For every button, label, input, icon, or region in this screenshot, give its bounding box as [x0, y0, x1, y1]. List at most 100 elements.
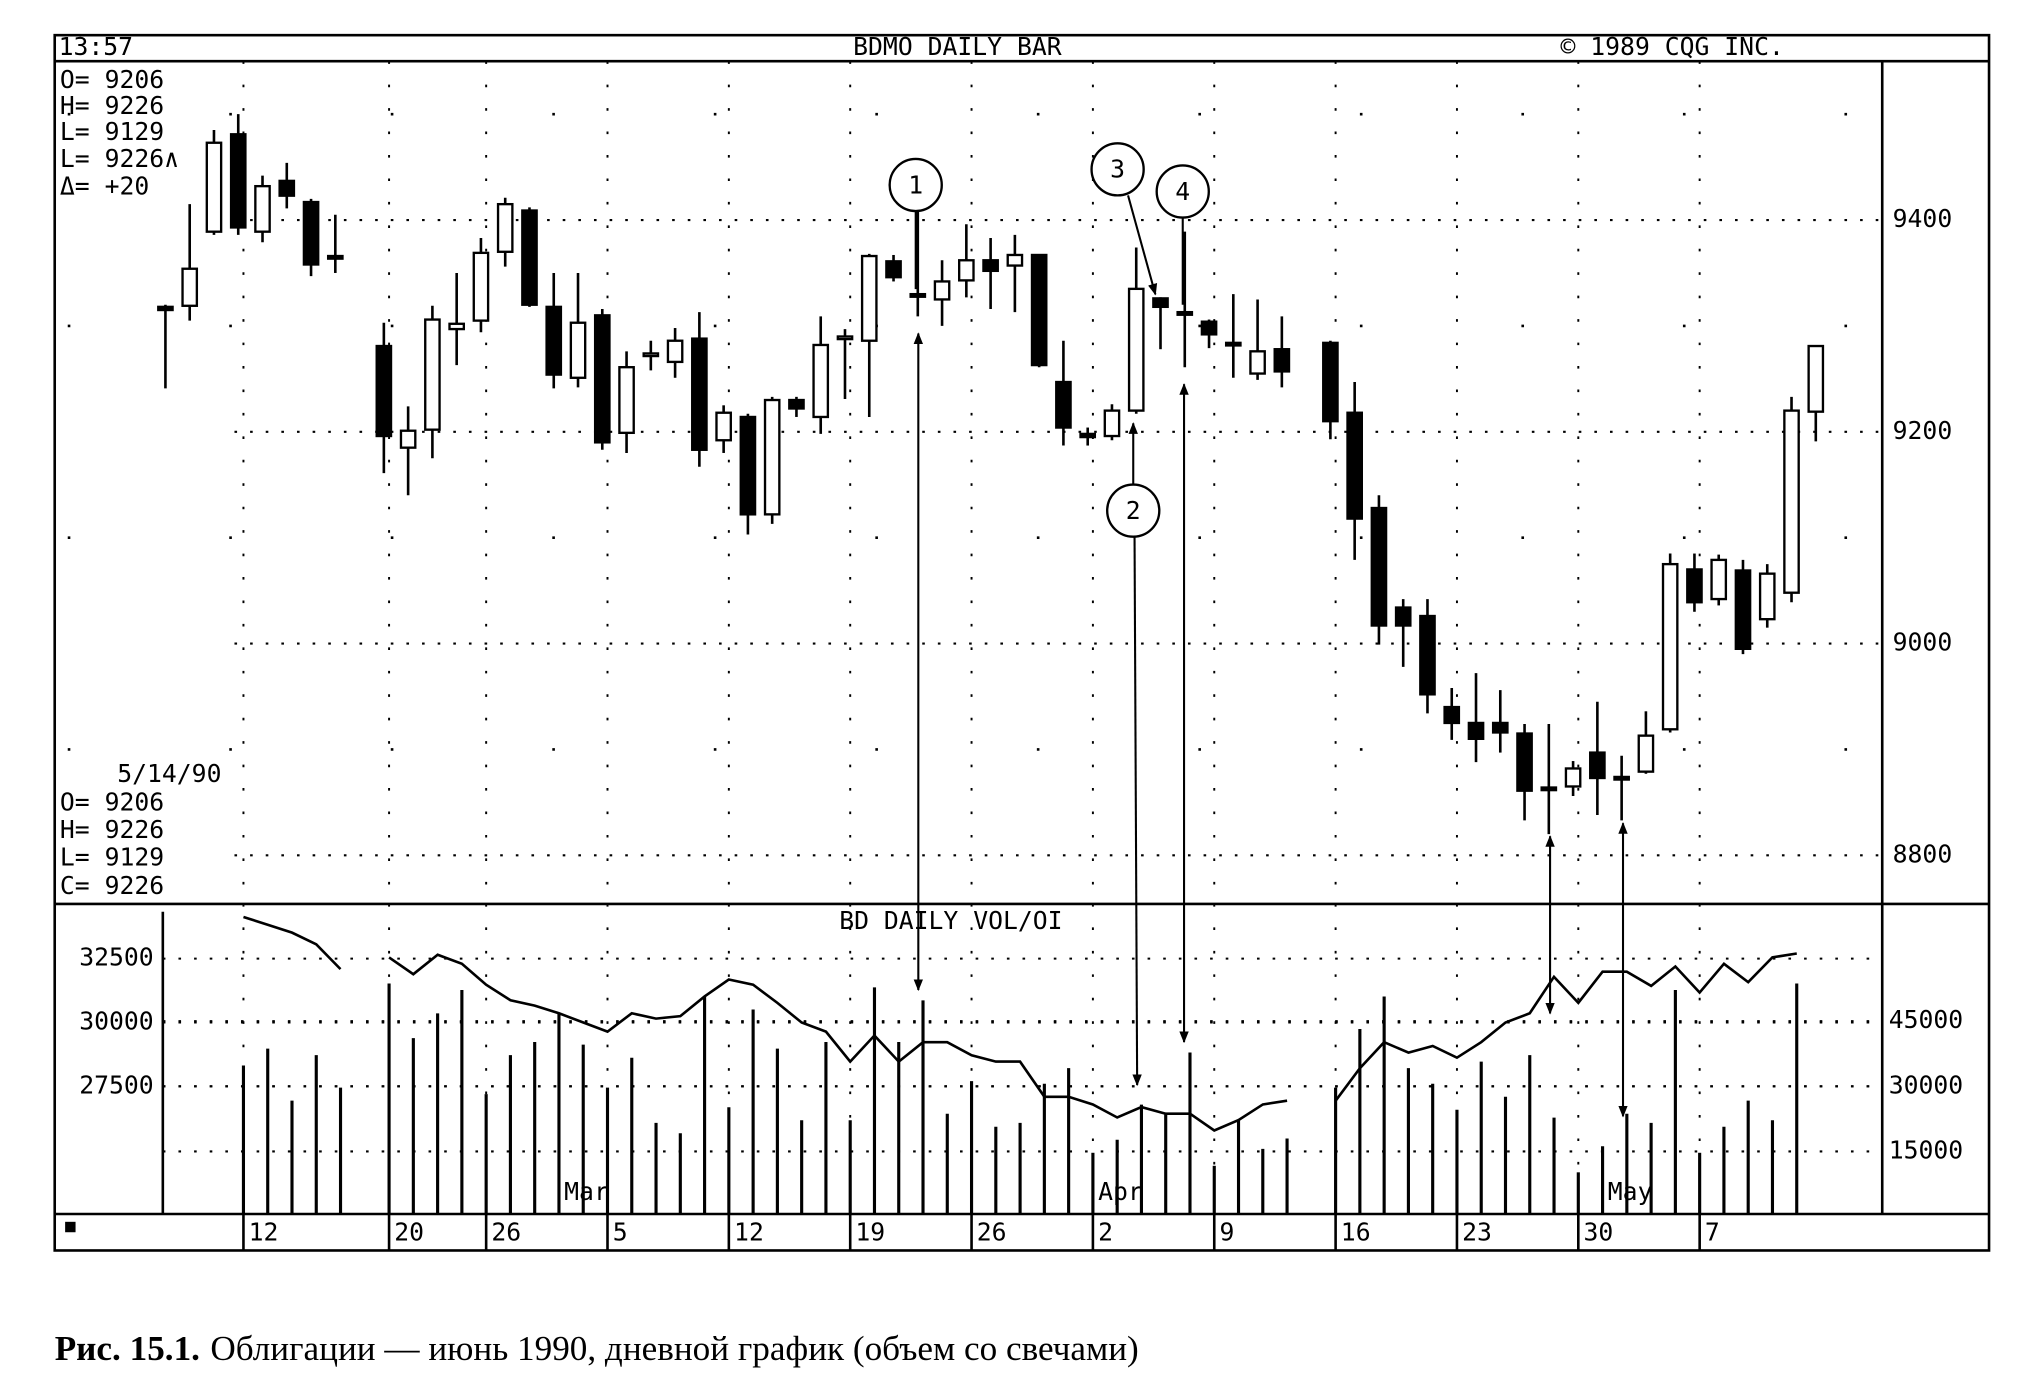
candle-body — [1152, 297, 1169, 309]
candle-body — [1103, 409, 1121, 438]
candle-body — [1734, 569, 1752, 651]
candle-body — [1564, 767, 1582, 788]
candle-body — [1589, 751, 1606, 780]
open-interest-line — [243, 915, 1797, 1132]
candle-body — [302, 200, 320, 266]
candle-body — [326, 254, 344, 260]
candle-body — [1200, 320, 1218, 336]
candle-body — [933, 280, 951, 301]
candle-body — [1322, 341, 1339, 423]
candle-body — [1710, 558, 1728, 601]
candle-body — [691, 337, 708, 451]
candle-body — [618, 366, 635, 435]
callout-label: 2 — [1126, 496, 1141, 525]
candle-body — [472, 251, 490, 322]
candle-body — [496, 202, 514, 253]
quote-line: L= 9226∧ — [60, 144, 179, 173]
callout-label: 1 — [908, 170, 923, 199]
y-tick-label: 9200 — [1893, 416, 1953, 445]
callout-circle — [1090, 142, 1145, 197]
y2-tick-label: 15000 — [1889, 1135, 1963, 1164]
candle-body — [1079, 432, 1097, 439]
y-tick-label: 27500 — [79, 1070, 153, 1099]
candle-body — [1419, 614, 1436, 696]
x-tick-label: 30 — [1584, 1218, 1614, 1247]
x-tick-label: 12 — [734, 1218, 764, 1247]
candle-body — [958, 259, 975, 282]
candle-body — [254, 184, 271, 233]
candle-body — [157, 305, 174, 312]
candle-body — [569, 321, 587, 379]
summary-line: O= 9206 — [60, 788, 164, 817]
y-tick-label: 9000 — [1893, 628, 1953, 657]
x-tick-label: 7 — [1705, 1218, 1720, 1247]
candle-body — [1491, 721, 1509, 734]
x-tick-label: 5 — [613, 1218, 628, 1247]
summary-block: 5/14/90 O= 9206 H= 9226 L= 9129 C= 9226 — [60, 759, 222, 900]
time: 13:57 — [59, 32, 133, 61]
frame — [53, 33, 1991, 1252]
candle-body — [1613, 775, 1630, 781]
candle-body — [424, 318, 441, 431]
candle-body — [1055, 380, 1072, 429]
candle-body — [666, 339, 684, 364]
candle-body — [181, 267, 199, 307]
candle-body — [642, 352, 660, 358]
candle-body — [982, 259, 999, 273]
marker-square — [65, 1221, 76, 1233]
quote-line: L= 9129 — [60, 117, 164, 146]
candle-body — [1661, 562, 1679, 731]
x-tick-label: 20 — [394, 1218, 424, 1247]
caption-text: Облигации — июнь 1990, дневной график (о… — [210, 1329, 1138, 1368]
arrow — [1127, 195, 1158, 296]
candle-body — [545, 305, 563, 376]
caption: Рис. 15.1. Облигации — июнь 1990, дневной… — [55, 1329, 1139, 1368]
candle-body — [448, 322, 466, 331]
candle-body — [593, 314, 611, 444]
candle-body — [788, 398, 805, 410]
x-tick-label: 2 — [1098, 1218, 1113, 1247]
caption-label: Рис. 15.1. — [55, 1329, 200, 1368]
quote-line: H= 9226 — [60, 91, 164, 120]
x-tick-label: 26 — [977, 1218, 1007, 1247]
candle-body — [1176, 310, 1194, 316]
candle-body — [1540, 786, 1558, 792]
callout-label: 4 — [1175, 177, 1190, 206]
candle-body — [375, 344, 393, 438]
x-tick-label: 23 — [1462, 1218, 1492, 1247]
candle-body — [278, 179, 296, 197]
candle-body — [1273, 348, 1291, 373]
callout-label: 3 — [1110, 155, 1125, 184]
callout-circle — [888, 157, 943, 213]
month-label: Apr — [1098, 1177, 1143, 1206]
candle-body — [1394, 606, 1412, 627]
candle-body — [715, 411, 732, 442]
candle-body — [521, 209, 538, 306]
candle-body — [205, 141, 223, 233]
candle-body — [1516, 732, 1533, 792]
y-tick-label: 9400 — [1893, 204, 1953, 233]
summary-date: 5/14/90 — [117, 759, 221, 788]
quote-line: O= 9206 — [60, 65, 164, 94]
candle-body — [836, 335, 854, 341]
arrow — [1132, 536, 1142, 1087]
month-label: May — [1608, 1177, 1653, 1206]
candle-body — [1346, 411, 1364, 520]
candle-body — [1783, 409, 1800, 594]
candle-body — [1467, 721, 1485, 740]
quote-block: O= 9206 H= 9226 L= 9129 L= 9226∧ Δ= +20 — [60, 65, 179, 201]
candle-body — [1006, 253, 1024, 267]
quote-line: Δ= +20 — [60, 172, 149, 201]
annotations: 1 2 3 4 — [888, 142, 1628, 1118]
month-label: Mar — [564, 1177, 609, 1206]
candle-body — [1443, 705, 1461, 725]
plot: 12 20 26 5 12 19 26 2 9 16 23 30 7880090009200940027… — [67, 61, 1963, 1251]
candle-body — [1370, 506, 1388, 627]
y2-tick-label: 30000 — [1889, 1070, 1963, 1099]
callout-circle — [1106, 483, 1161, 538]
summary-line: L= 9129 — [60, 842, 164, 871]
candle-body — [399, 429, 417, 449]
candle-body — [1686, 568, 1703, 604]
